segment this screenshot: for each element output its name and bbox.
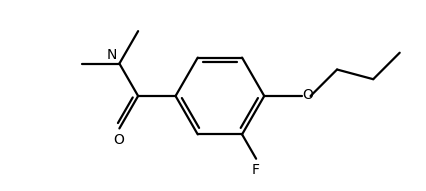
Text: F: F — [251, 163, 259, 177]
Text: N: N — [107, 48, 117, 62]
Text: O: O — [302, 88, 313, 102]
Text: O: O — [113, 133, 124, 147]
